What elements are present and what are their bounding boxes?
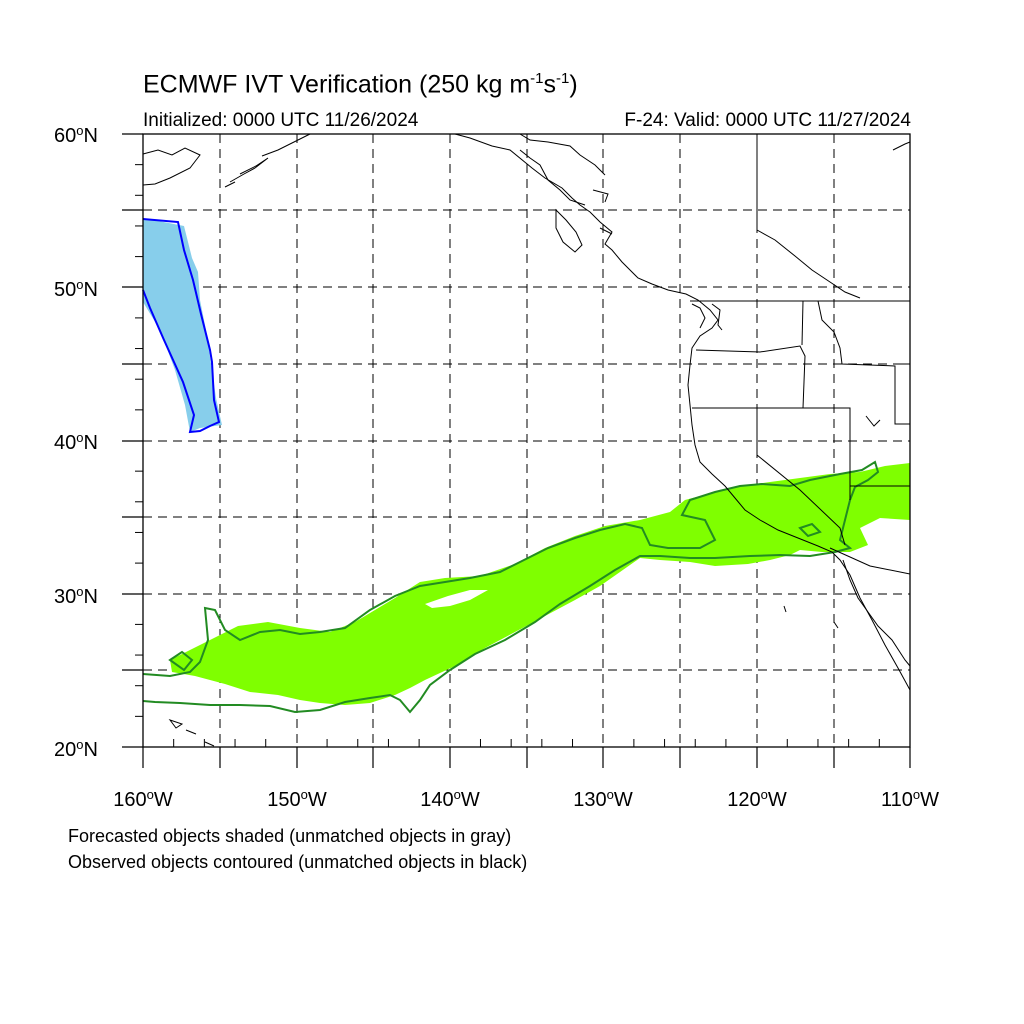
coastlines (142, 133, 911, 747)
lon-label-140: 140oW (420, 787, 480, 811)
lon-label-120: 120oW (727, 787, 787, 811)
title-main: ECMWF IVT Verification (250 kg m (143, 70, 531, 99)
lon-label-110: 110oW (881, 787, 939, 811)
observed-green-small-1 (168, 650, 194, 672)
lat-label-20: 20oN (54, 737, 98, 761)
initialized-time: Initialized: 0000 UTC 11/26/2024 (143, 110, 419, 131)
title-sup-2: -1 (556, 70, 570, 87)
lat-label-50: 50oN (54, 277, 98, 301)
map-frame (142, 133, 911, 748)
valid-time: F-24: Valid: 0000 UTC 11/27/2024 (624, 110, 911, 131)
forecast-object-blue (143, 218, 222, 432)
forecast-object-green (170, 463, 910, 705)
latitude-labels: 60oN 50oN 40oN 30oN 20oN (54, 123, 98, 761)
lat-label-60: 60oN (54, 123, 98, 147)
chart-title: ECMWF IVT Verification (250 kg m-1s-1) (143, 70, 578, 99)
lon-label-150: 150oW (267, 787, 327, 811)
legend-note-observed: Observed objects contoured (unmatched ob… (68, 852, 528, 872)
title-end: ) (569, 70, 578, 99)
title-mid: s (543, 70, 557, 99)
forecast-green-hole (425, 590, 488, 608)
lat-label-40: 40oN (54, 430, 98, 454)
lon-label-130: 130oW (573, 787, 633, 811)
minor-ticks (135, 164, 880, 747)
lon-label-160: 160oW (113, 787, 173, 811)
longitude-labels: 160oW 150oW 140oW 130oW 120oW 110oW (113, 787, 939, 811)
lat-label-30: 30oN (54, 584, 98, 608)
legend-note-forecast: Forecasted objects shaded (unmatched obj… (68, 826, 512, 846)
observed-green-small-2 (798, 522, 822, 538)
political-borders (690, 134, 911, 575)
major-ticks (122, 133, 911, 768)
observed-object-blue-contour (142, 218, 221, 434)
observed-object-green-contour (142, 460, 880, 714)
title-sup-1: -1 (530, 70, 544, 87)
